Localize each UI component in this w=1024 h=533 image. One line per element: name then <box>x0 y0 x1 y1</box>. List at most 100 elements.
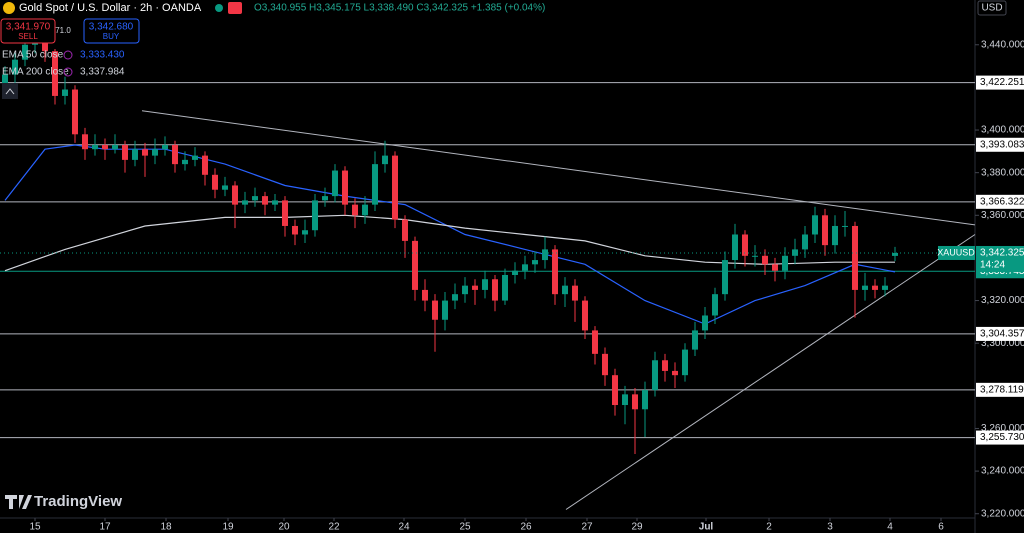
buy-label: BUY <box>103 32 120 41</box>
candle-body <box>582 300 588 331</box>
candle-body <box>322 196 328 201</box>
candle-body <box>352 204 358 216</box>
y-tick-label: 3,440.000 <box>981 39 1024 50</box>
candle-body <box>52 51 58 96</box>
candle-body <box>732 234 738 261</box>
candle-body <box>422 289 428 301</box>
candle-body <box>62 89 68 96</box>
candle-body <box>72 89 78 135</box>
candle-body <box>182 159 188 165</box>
candle-body <box>772 264 778 271</box>
candle-body <box>142 149 148 156</box>
candle-body <box>192 155 198 160</box>
candle-body <box>562 285 568 295</box>
candle-body <box>532 260 538 265</box>
level-label-bg <box>976 326 1024 341</box>
candle-body <box>232 185 238 205</box>
level-label: 3,304.357 <box>980 329 1024 340</box>
y-tick-label: 3,220.000 <box>981 508 1024 519</box>
candle-body <box>432 300 438 320</box>
candle-body <box>762 255 768 265</box>
candle-body <box>662 360 668 371</box>
y-tick-label: 3,380.000 <box>981 167 1024 178</box>
level-label-bg <box>976 194 1024 209</box>
candle-body <box>752 255 758 257</box>
level-label-bg <box>976 75 1024 90</box>
trendline <box>565 234 976 510</box>
collapse-icon <box>5 88 15 95</box>
last-price-label: 3,342.325 <box>980 248 1024 259</box>
candle-body <box>202 155 208 175</box>
candle-body <box>152 149 158 156</box>
candle-body <box>262 196 268 205</box>
candle-body <box>682 349 688 376</box>
candle-body <box>502 274 508 301</box>
candle-body <box>312 200 318 231</box>
candle-body <box>482 279 488 290</box>
candle-body <box>12 59 18 75</box>
candle-body <box>122 144 128 160</box>
level-label: 3,393.083 <box>980 139 1024 150</box>
collapse-button[interactable] <box>2 83 18 99</box>
candle-body <box>362 204 368 216</box>
ema-line <box>4 144 896 325</box>
candle-body <box>692 330 698 350</box>
level-label: 3,278.119 <box>980 384 1024 395</box>
candle-body <box>792 249 798 256</box>
sell-button[interactable] <box>0 18 56 44</box>
y-tick-label: 3,360.000 <box>981 210 1024 221</box>
candle-body <box>872 285 878 290</box>
candle-body <box>832 225 838 246</box>
sell-price: 3,341.970 <box>6 22 51 33</box>
symbol-label: XAUUSD <box>937 247 975 257</box>
x-tick-label: 4 <box>887 522 893 533</box>
x-tick-label: 15 <box>29 522 41 533</box>
candle-body <box>332 170 338 197</box>
x-tick-label: 18 <box>160 522 172 533</box>
level-label-bg <box>976 382 1024 397</box>
buy-button[interactable] <box>83 18 140 44</box>
level-label: 3,422.251 <box>980 77 1024 88</box>
currency-box[interactable] <box>977 0 1007 16</box>
candle-body <box>812 215 818 235</box>
candle-body <box>282 200 288 226</box>
countdown: 14:24 <box>980 260 1005 271</box>
x-tick-label: 27 <box>581 522 593 533</box>
symbol-icon <box>3 2 15 14</box>
legend-icon <box>63 50 73 60</box>
candle-body <box>82 134 88 150</box>
x-tick-label: 2 <box>766 522 772 533</box>
legend-name: EMA 200 close <box>2 67 69 78</box>
candle-body <box>252 196 258 201</box>
candle-body <box>92 144 98 150</box>
candle-body <box>842 225 848 227</box>
y-tick-label: 3,240.000 <box>981 466 1024 477</box>
candle-body <box>302 230 308 235</box>
x-tick-label: 20 <box>278 522 290 533</box>
x-tick-label: Jul <box>699 522 714 533</box>
candle-body <box>542 249 548 261</box>
x-tick-label: 3 <box>827 522 833 533</box>
symbol-label-bg <box>938 245 975 260</box>
candle-body <box>272 200 278 205</box>
last-price-bg <box>976 245 1024 272</box>
candle-body <box>712 294 718 316</box>
brand-logo <box>5 495 32 509</box>
candle-body <box>102 144 108 150</box>
candle-body <box>132 149 138 160</box>
candle-body <box>642 390 648 410</box>
candle-body <box>702 315 708 331</box>
candle-body <box>512 270 518 275</box>
candle-body <box>592 330 598 354</box>
ohlc: O3,340.955 H3,345.175 L3,338.490 C3,342.… <box>254 3 545 14</box>
trendline <box>141 110 976 226</box>
candle-body <box>222 185 228 190</box>
legend-icon <box>63 67 73 77</box>
x-tick-label: 24 <box>398 522 410 533</box>
x-tick-label: 22 <box>328 522 340 533</box>
candle-body <box>892 252 898 256</box>
spread: 71.0 <box>55 26 71 35</box>
candle-body <box>292 225 298 235</box>
